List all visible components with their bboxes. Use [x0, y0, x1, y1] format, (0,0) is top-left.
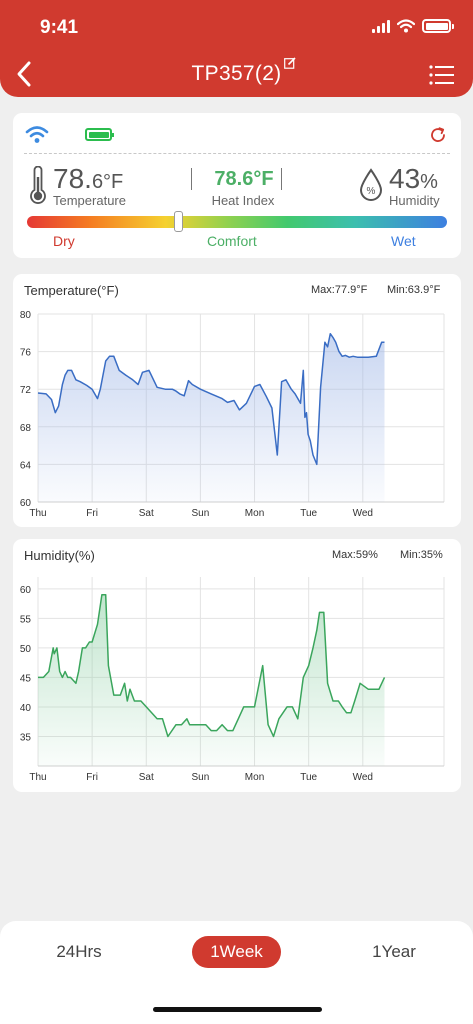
x-tick-label: Tue [300, 772, 317, 783]
divider [281, 168, 282, 190]
wifi-icon [25, 126, 49, 143]
comfort-indicator [174, 211, 184, 232]
y-tick-label: 35 [20, 732, 32, 743]
chart-min: Min:35% [400, 549, 443, 561]
humidity-drop-icon: % [359, 168, 383, 201]
series-area [38, 594, 385, 766]
chart-title: Humidity(%) [24, 548, 95, 563]
temperature-label: Temperature [53, 193, 126, 208]
heat-index-label: Heat Index [211, 193, 275, 208]
y-tick-label: 72 [20, 385, 32, 396]
series-area [38, 333, 385, 502]
chart-max: Max:77.9°F [311, 284, 368, 296]
wifi-status-icon [397, 19, 415, 33]
humidity-number: 43 [389, 163, 421, 194]
x-tick-label: Fri [86, 772, 98, 783]
x-tick-label: Sun [192, 508, 210, 519]
battery-status-icon [422, 19, 454, 33]
y-tick-label: 50 [20, 644, 32, 655]
humidity-unit: % [420, 171, 438, 193]
chevron-left-icon[interactable] [10, 56, 40, 92]
temperature-chart-card: Temperature(°F) Max:77.9°F Min:63.9°F 60… [13, 274, 461, 527]
svg-text:%: % [367, 186, 376, 197]
range-1year-tab[interactable]: 1Year [372, 942, 416, 961]
humidity-chart[interactable]: 35 40 45 50 55 60 Thu Fri Sat Sun Mon Tue Wed [13, 539, 461, 792]
menu-icon[interactable] [429, 63, 455, 87]
y-tick-label: 55 [20, 614, 32, 625]
comfort-gradient-bar [27, 216, 447, 228]
temperature-decimal: 6°F [91, 171, 124, 193]
y-tick-label: 76 [20, 348, 32, 359]
temperature-value: 78.6°F [53, 163, 123, 195]
y-tick-label: 60 [20, 498, 32, 509]
x-tick-label: Sat [139, 508, 154, 519]
humidity-value: 43% [389, 163, 438, 195]
divider [191, 168, 192, 190]
y-tick-label: 64 [20, 460, 32, 471]
range-24hrs-tab[interactable]: 24Hrs [56, 942, 102, 961]
x-tick-label: Tue [300, 508, 317, 519]
chart-max: Max:59% [332, 549, 378, 561]
comfort-label-comfort: Comfort [207, 233, 257, 249]
y-tick-label: 68 [20, 423, 32, 434]
y-tick-label: 60 [20, 585, 32, 596]
app-header: 9:41 TP357(2) [0, 0, 473, 97]
x-tick-label: Mon [245, 508, 264, 519]
page-title: TP357(2) [191, 62, 282, 85]
x-tick-label: Wed [353, 508, 373, 519]
y-tick-label: 80 [20, 310, 32, 321]
range-selector: 24Hrs 1Week 1Year [0, 921, 473, 1024]
temperature-chart[interactable]: 60 64 68 72 76 80 Thu Fri Sat Sun Mon Tue Wed [13, 274, 461, 527]
comfort-label-wet: Wet [391, 233, 416, 249]
heat-index-value: 78.6°F [214, 168, 274, 190]
x-tick-label: Thu [29, 772, 46, 783]
comfort-label-dry: Dry [53, 233, 75, 249]
humidity-label: Humidity [389, 193, 440, 208]
humidity-chart-card: Humidity(%) Max:59% Min:35% 35 40 45 50 55 60… [13, 539, 461, 792]
x-tick-label: Wed [353, 772, 373, 783]
thermometer-icon [30, 166, 46, 204]
y-tick-label: 40 [20, 703, 32, 714]
status-time: 9:41 [40, 17, 79, 38]
chart-title: Temperature(°F) [24, 283, 119, 298]
refresh-icon[interactable] [429, 126, 447, 144]
x-tick-label: Sat [139, 772, 154, 783]
device-summary-card: 78.6°F Temperature 78.6°F Heat Index % 4… [13, 113, 461, 258]
x-tick-label: Thu [29, 508, 46, 519]
series-line [37, 332, 385, 466]
temperature-integer: 78. [53, 163, 92, 194]
edit-icon[interactable] [284, 57, 296, 69]
y-tick-label: 45 [20, 673, 32, 684]
series-line [38, 593, 386, 738]
status-icons [372, 19, 454, 33]
x-tick-label: Sun [192, 772, 210, 783]
home-indicator [153, 1007, 322, 1012]
divider [24, 153, 450, 154]
cellular-signal-icon [372, 19, 390, 33]
x-tick-label: Fri [86, 508, 98, 519]
range-1week-tab[interactable]: 1Week [192, 936, 281, 968]
x-tick-label: Mon [245, 772, 264, 783]
battery-icon [85, 128, 114, 141]
chart-min: Min:63.9°F [387, 284, 441, 296]
